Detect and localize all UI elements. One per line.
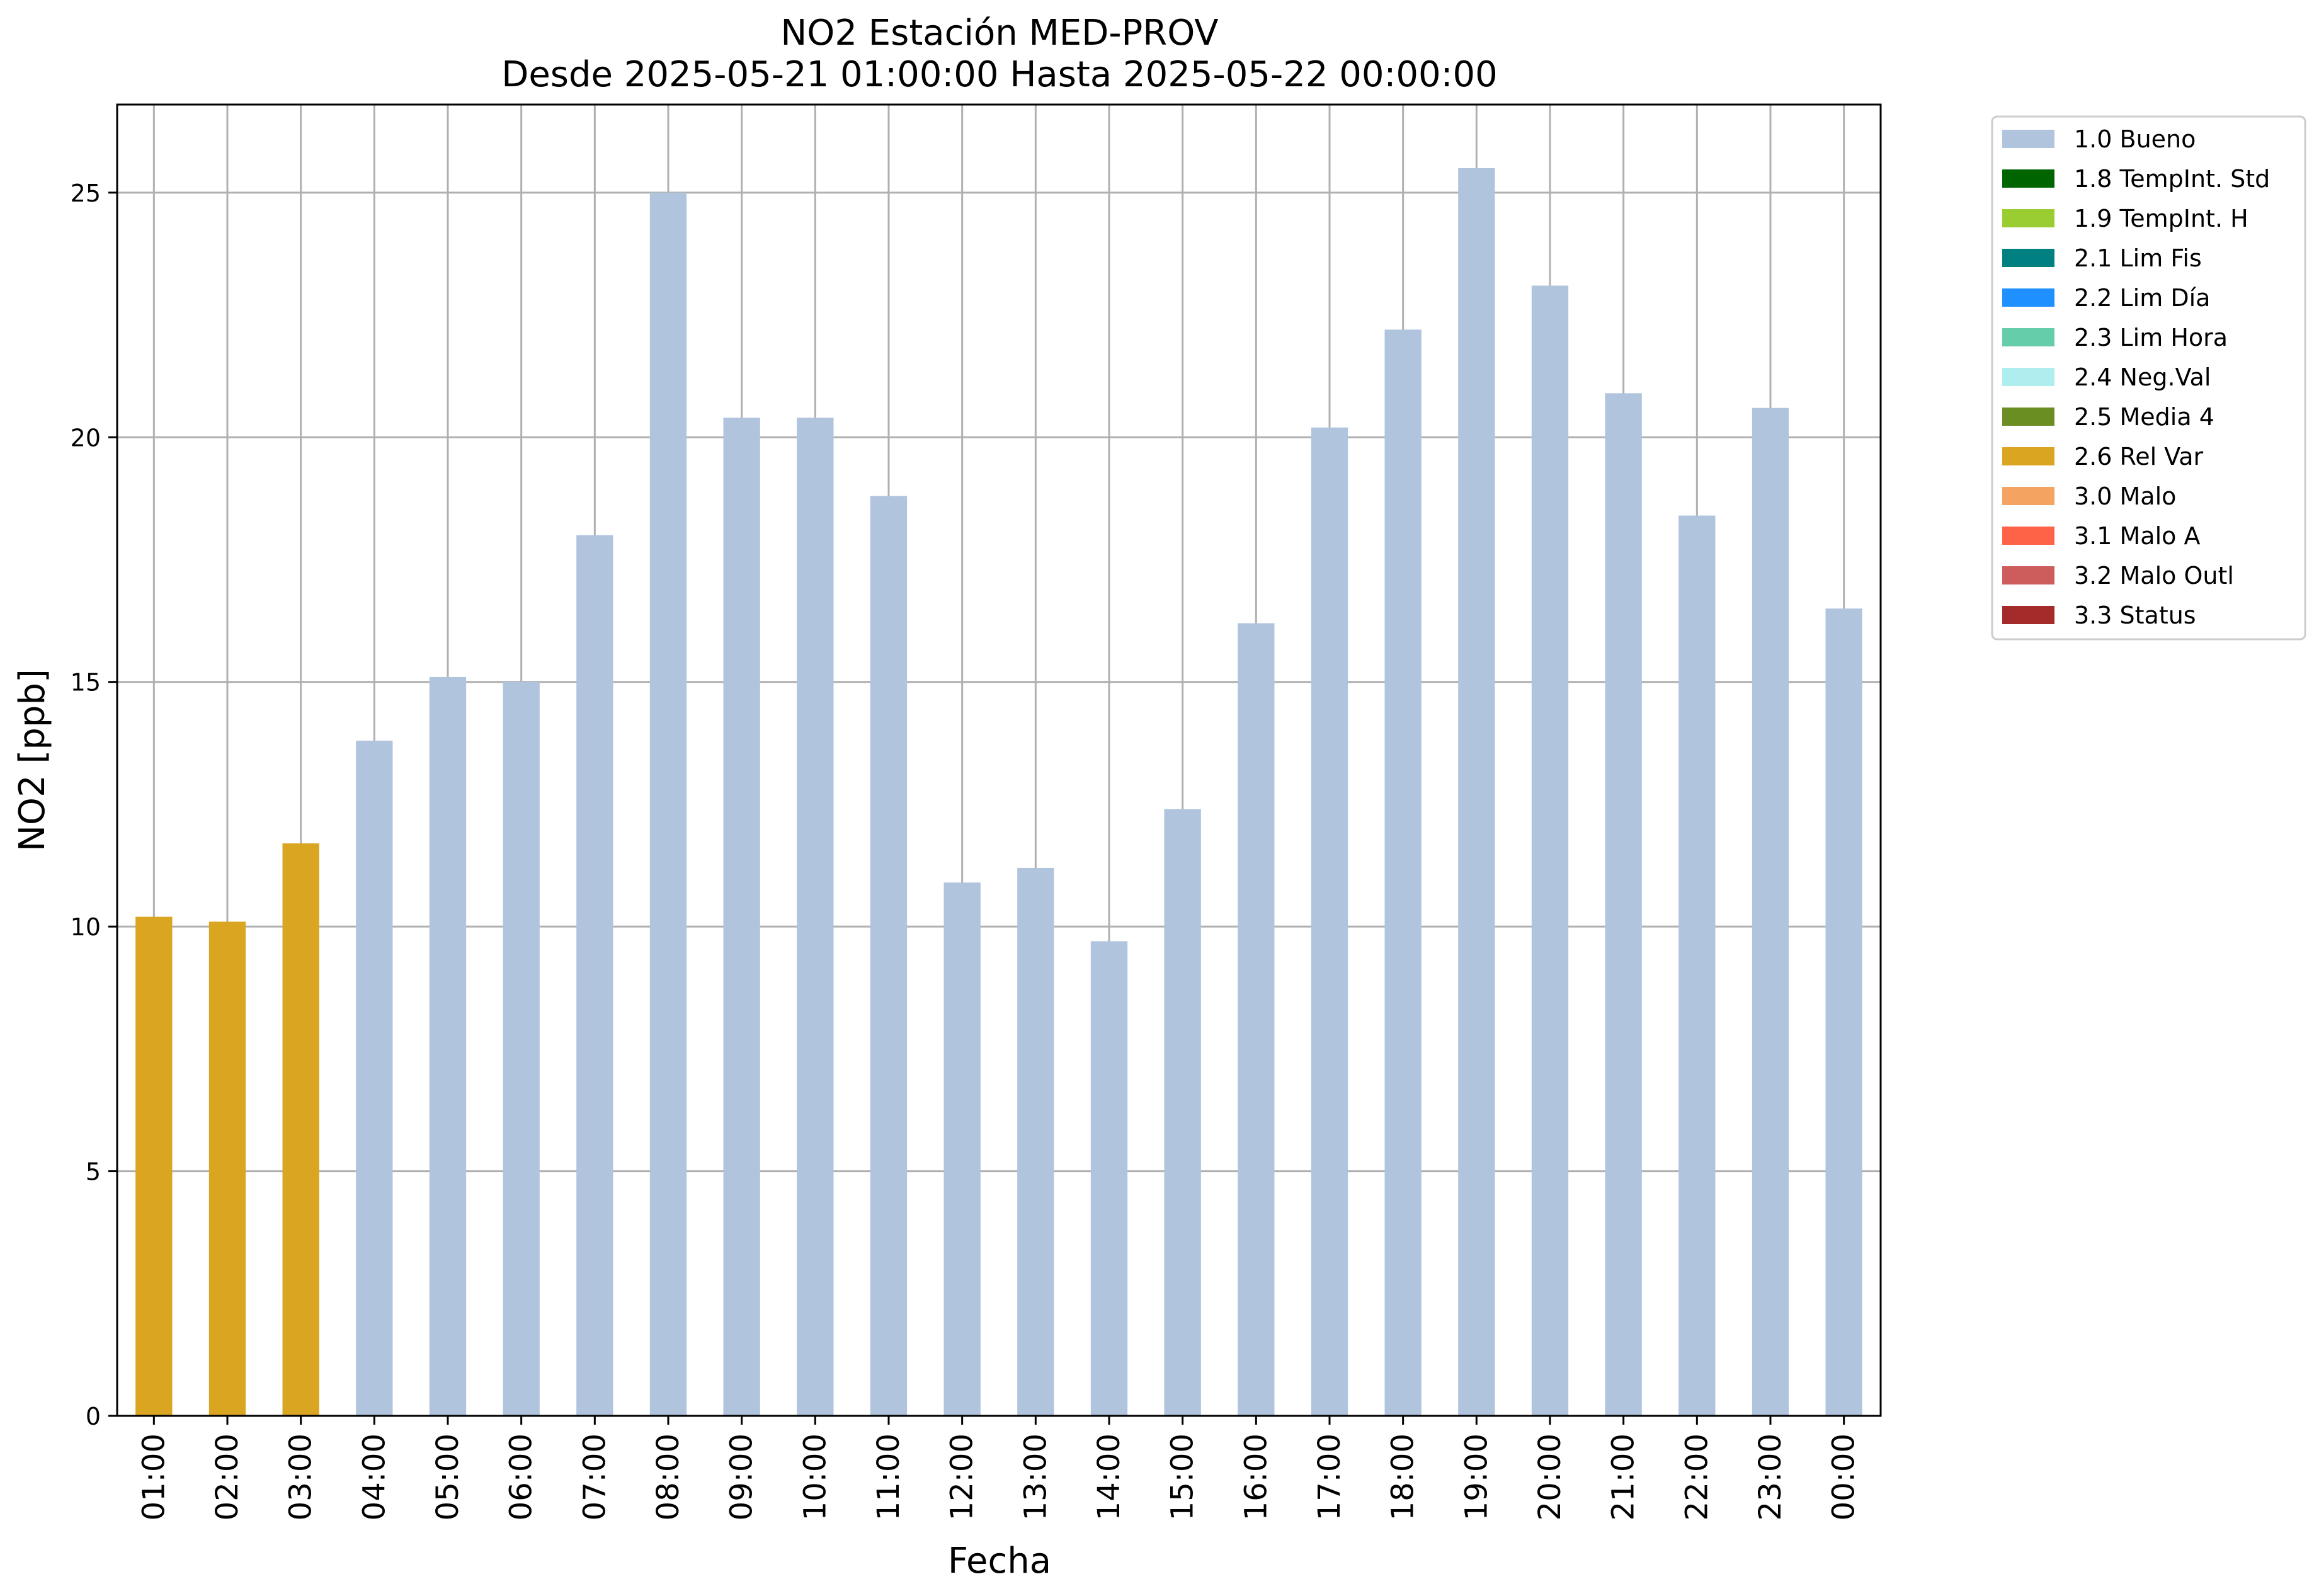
- legend-label-2-1: 2.1 Lim Fis: [2074, 244, 2202, 272]
- legend-label-3-3: 3.3 Status: [2074, 601, 2196, 629]
- legend-label-3-0: 3.0 Malo: [2074, 482, 2176, 510]
- x-tick-label: 10:00: [797, 1434, 833, 1520]
- x-tick-label: 07:00: [577, 1434, 612, 1520]
- x-tick-label: 15:00: [1165, 1434, 1200, 1520]
- x-tick-label: 08:00: [651, 1434, 686, 1520]
- plot-frame: [116, 103, 1882, 1417]
- bar-1700: [1311, 427, 1348, 1416]
- bar-2200: [1678, 515, 1716, 1416]
- y-tick-label: 15: [71, 669, 101, 697]
- legend-swatch-3-0: [2002, 487, 2054, 505]
- bar-2000: [1531, 285, 1569, 1416]
- bar-1500: [1164, 809, 1201, 1416]
- bar-1800: [1384, 329, 1422, 1416]
- bar-0200: [208, 921, 246, 1416]
- x-tick-label: 21:00: [1606, 1434, 1641, 1520]
- legend-swatch-1-9: [2002, 209, 2054, 227]
- y-tick-label: 10: [71, 913, 101, 941]
- x-tick-label: 04:00: [356, 1434, 392, 1520]
- x-tick-label: 16:00: [1238, 1434, 1273, 1520]
- legend-swatch-3-2: [2002, 566, 2054, 584]
- bar-0500: [429, 676, 467, 1416]
- y-tick-label: 5: [86, 1158, 101, 1186]
- x-tick-label: 20:00: [1532, 1434, 1568, 1520]
- legend: 1.0 Bueno 1.8 TempInt. Std 1.9 TempInt. H 2…: [1991, 115, 2306, 641]
- x-tick-label: 17:00: [1312, 1434, 1347, 1520]
- legend-swatch-2-3: [2002, 328, 2054, 346]
- x-tick-label: 01:00: [136, 1434, 171, 1520]
- chart-title: NO2 Estación MED-PROV: [780, 13, 1218, 54]
- bar-0800: [649, 192, 687, 1416]
- legend-label-2-2: 2.2 Lim Día: [2074, 284, 2210, 312]
- bar-0700: [576, 535, 613, 1416]
- x-axis: 01:00 02:00 03:00 04:00 05:00 06:00 07:00 08:00…: [136, 1416, 1862, 1520]
- bar-1300: [1017, 867, 1054, 1416]
- x-tick-label: 13:00: [1018, 1434, 1053, 1520]
- bar-1000: [797, 418, 834, 1416]
- legend-box: [1991, 115, 2306, 641]
- chart-subtitle: Desde 2025-05-21 01:00:00 Hasta 2025-05-…: [501, 54, 1498, 95]
- legend-swatch-2-4: [2002, 368, 2054, 386]
- bar-0600: [503, 681, 540, 1416]
- bars: [135, 168, 1862, 1416]
- bar-0400: [356, 740, 393, 1416]
- legend-label-2-5: 2.5 Media 4: [2074, 403, 2214, 431]
- x-tick-label: 23:00: [1753, 1434, 1788, 1520]
- legend-label-1-0: 1.0 Bueno: [2074, 125, 2196, 153]
- x-tick-label: 22:00: [1679, 1434, 1714, 1520]
- legend-swatch-2-6: [2002, 447, 2054, 465]
- x-tick-label: 00:00: [1826, 1434, 1862, 1520]
- legend-label-3-2: 3.2 Malo Outl: [2074, 562, 2234, 590]
- x-tick-label: 03:00: [283, 1434, 319, 1520]
- legend-label-2-6: 2.6 Rel Var: [2074, 443, 2204, 470]
- x-tick-label: 02:00: [210, 1434, 245, 1520]
- legend-label-1-8: 1.8 TempInt. Std: [2074, 165, 2270, 193]
- legend-label-2-3: 2.3 Lim Hora: [2074, 324, 2228, 351]
- legend-swatch-3-3: [2002, 606, 2054, 624]
- legend-swatch-2-5: [2002, 408, 2054, 426]
- y-axis: 0 5 10 15 20 25: [71, 180, 117, 1430]
- legend-label-3-1: 3.1 Malo A: [2074, 522, 2200, 550]
- x-tick-label: 14:00: [1091, 1434, 1127, 1520]
- legend-swatch-3-1: [2002, 527, 2054, 545]
- x-tick-label: 12:00: [945, 1434, 980, 1520]
- bar-1100: [870, 496, 908, 1416]
- y-tick-label: 0: [86, 1403, 101, 1430]
- x-tick-label: 11:00: [871, 1434, 906, 1520]
- bar-0000: [1825, 608, 1862, 1416]
- bar-2300: [1752, 408, 1789, 1416]
- x-tick-label: 09:00: [724, 1434, 760, 1520]
- legend-swatch-2-2: [2002, 288, 2054, 307]
- bar-1400: [1090, 941, 1128, 1416]
- x-tick-label: 19:00: [1459, 1434, 1494, 1520]
- bar-1200: [943, 882, 981, 1416]
- bar-0300: [282, 843, 319, 1416]
- legend-label-1-9: 1.9 TempInt. H: [2074, 205, 2248, 232]
- legend-swatch-1-8: [2002, 169, 2054, 188]
- x-tick-label: 06:00: [504, 1434, 539, 1520]
- bar-0100: [135, 916, 173, 1416]
- x-tick-label: 18:00: [1386, 1434, 1421, 1520]
- y-tick-label: 20: [71, 424, 101, 452]
- legend-swatch-1-0: [2002, 130, 2054, 148]
- legend-swatch-2-1: [2002, 249, 2054, 267]
- y-tick-label: 25: [71, 180, 101, 207]
- bar-1600: [1238, 623, 1275, 1416]
- y-axis-label: NO2 [ppb]: [12, 669, 53, 852]
- x-axis-label: Fecha: [948, 1541, 1051, 1582]
- bar-1900: [1458, 168, 1495, 1416]
- bar-0900: [723, 418, 760, 1416]
- legend-label-2-4: 2.4 Neg.Val: [2074, 363, 2211, 391]
- bar-2100: [1605, 393, 1642, 1416]
- x-tick-label: 05:00: [430, 1434, 465, 1520]
